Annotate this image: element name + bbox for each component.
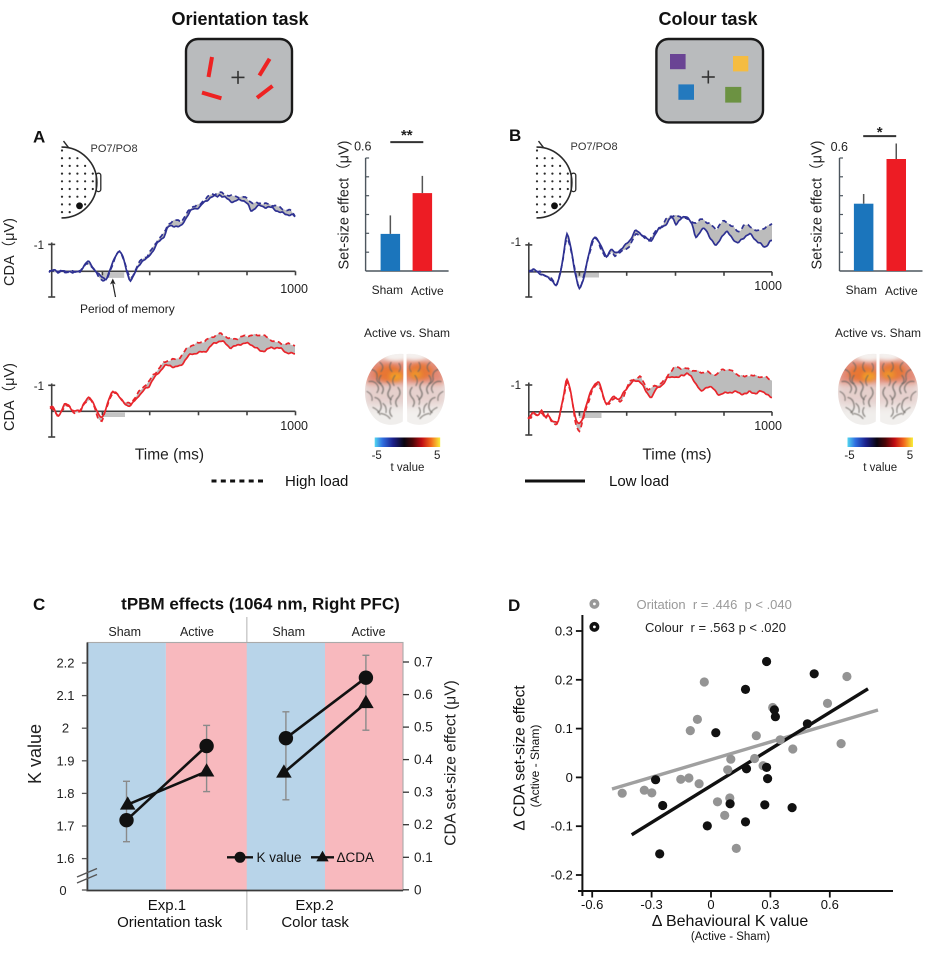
- svg-text:2.2: 2.2: [56, 656, 74, 671]
- svg-text:(Active - Sham): (Active - Sham): [528, 725, 542, 808]
- svg-text:Exp.2: Exp.2: [295, 897, 333, 914]
- svg-text:0: 0: [707, 897, 714, 912]
- svg-text:Δ CDA set-size effect: Δ CDA set-size effect: [512, 685, 529, 831]
- svg-text:ΔCDA: ΔCDA: [337, 850, 375, 865]
- svg-text:0.3: 0.3: [761, 897, 779, 912]
- svg-text:Color task: Color task: [281, 914, 349, 931]
- svg-text:-5: -5: [844, 450, 854, 462]
- svg-text:Set-size effect（μV): Set-size effect（μV): [809, 141, 826, 270]
- svg-text:1.9: 1.9: [56, 753, 74, 768]
- svg-text:Sham: Sham: [272, 625, 305, 639]
- svg-text:-0.2: -0.2: [550, 868, 572, 883]
- svg-text:Set-size effect（μV): Set-size effect（μV): [336, 141, 353, 270]
- svg-text:B: B: [509, 126, 521, 145]
- svg-text:-0.6: -0.6: [581, 897, 603, 912]
- svg-text:1000: 1000: [754, 279, 782, 293]
- svg-text:-5: -5: [372, 450, 382, 462]
- svg-text:(Active - Sham): (Active - Sham): [691, 931, 770, 943]
- svg-text:0.3: 0.3: [555, 624, 573, 639]
- svg-text:Active vs. Sham: Active vs. Sham: [835, 326, 921, 340]
- svg-text:**: **: [401, 127, 413, 144]
- svg-text:1000: 1000: [280, 282, 308, 296]
- svg-text:-1: -1: [511, 237, 521, 249]
- svg-text:0: 0: [566, 770, 573, 785]
- svg-text:Orientation task: Orientation task: [171, 9, 309, 29]
- svg-text:Colour r = .563 p < .020: Colour r = .563 p < .020: [645, 620, 786, 635]
- svg-text:0.1: 0.1: [414, 850, 433, 865]
- svg-text:2: 2: [62, 721, 69, 736]
- svg-text:1000: 1000: [754, 419, 782, 433]
- svg-text:0.1: 0.1: [555, 721, 573, 736]
- svg-text:0.4: 0.4: [414, 752, 433, 767]
- svg-text:0.7: 0.7: [414, 655, 433, 670]
- svg-text:K value: K value: [257, 850, 302, 865]
- svg-text:-1: -1: [511, 380, 521, 392]
- svg-text:Sham: Sham: [846, 283, 877, 297]
- svg-text:0.2: 0.2: [414, 817, 433, 832]
- svg-text:5: 5: [434, 450, 440, 462]
- svg-text:0.3: 0.3: [414, 785, 433, 800]
- svg-text:Active: Active: [180, 625, 214, 639]
- svg-text:PO7/PO8: PO7/PO8: [91, 143, 138, 155]
- svg-text:PO7/PO8: PO7/PO8: [571, 141, 618, 153]
- svg-text:*: *: [877, 124, 883, 141]
- svg-text:Active: Active: [352, 625, 386, 639]
- svg-text:D: D: [508, 596, 520, 615]
- svg-text:0.6: 0.6: [414, 687, 433, 702]
- svg-text:t value: t value: [863, 462, 897, 474]
- svg-text:0.2: 0.2: [555, 672, 573, 687]
- svg-text:5: 5: [907, 450, 913, 462]
- svg-text:-1: -1: [34, 240, 44, 252]
- svg-text:Active: Active: [885, 284, 918, 298]
- svg-text:t value: t value: [391, 462, 425, 474]
- svg-text:High load: High load: [285, 473, 348, 490]
- svg-text:1000: 1000: [280, 419, 308, 433]
- svg-text:C: C: [33, 595, 45, 614]
- svg-text:0: 0: [59, 883, 66, 898]
- svg-text:Orientation task: Orientation task: [117, 914, 223, 931]
- svg-text:1.6: 1.6: [56, 851, 74, 866]
- svg-text:Sham: Sham: [372, 283, 403, 297]
- svg-text:-1: -1: [34, 381, 44, 393]
- svg-text:CDA（μV): CDA（μV): [1, 218, 18, 286]
- svg-text:Active: Active: [411, 284, 444, 298]
- svg-text:-0.1: -0.1: [550, 819, 572, 834]
- svg-text:Sham: Sham: [108, 625, 141, 639]
- svg-text:0: 0: [414, 882, 422, 897]
- svg-text:0.6: 0.6: [831, 140, 848, 154]
- svg-text:Low load: Low load: [609, 473, 669, 490]
- svg-text:0.6: 0.6: [821, 897, 839, 912]
- svg-text:0.6: 0.6: [354, 140, 371, 154]
- svg-text:CDA set-size effect (μV): CDA set-size effect (μV): [443, 680, 460, 845]
- svg-text:Time (ms): Time (ms): [642, 447, 711, 464]
- svg-text:Oritation r = .446 p < .040: Oritation r = .446 p < .040: [637, 597, 792, 612]
- svg-text:A: A: [33, 128, 45, 147]
- svg-text:2.1: 2.1: [56, 688, 74, 703]
- svg-text:Time (ms): Time (ms): [135, 447, 204, 464]
- svg-text:tPBM effects (1064 nm, Right P: tPBM effects (1064 nm, Right PFC): [121, 595, 400, 614]
- svg-text:Exp.1: Exp.1: [148, 897, 186, 914]
- svg-text:-0.3: -0.3: [640, 897, 662, 912]
- svg-text:1.8: 1.8: [56, 786, 74, 801]
- svg-text:Δ Behavioural K value: Δ Behavioural K value: [652, 913, 809, 930]
- svg-text:CDA（μV): CDA（μV): [1, 363, 18, 431]
- svg-text:K value: K value: [25, 724, 45, 784]
- svg-text:Colour task: Colour task: [658, 9, 758, 29]
- svg-text:Active vs. Sham: Active vs. Sham: [364, 326, 450, 340]
- svg-text:1.7: 1.7: [56, 819, 74, 834]
- svg-text:Period of memory: Period of memory: [80, 302, 175, 316]
- svg-text:0.5: 0.5: [414, 720, 433, 735]
